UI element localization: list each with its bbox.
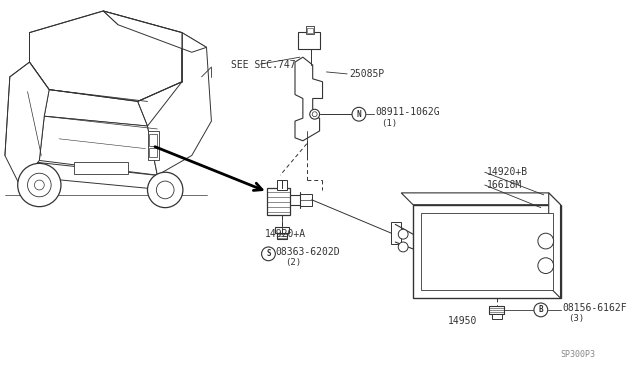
Text: 08156-6162F: 08156-6162F <box>563 303 627 313</box>
Bar <box>298 32 319 49</box>
Text: 14920+A: 14920+A <box>264 229 306 239</box>
Bar <box>150 148 157 157</box>
Text: 14950: 14950 <box>447 316 477 326</box>
Text: 14920+B: 14920+B <box>487 167 528 177</box>
Polygon shape <box>44 90 147 126</box>
Circle shape <box>18 163 61 207</box>
Text: (1): (1) <box>381 119 397 128</box>
Bar <box>492 314 502 319</box>
Circle shape <box>35 180 44 190</box>
Text: (3): (3) <box>568 314 584 323</box>
Bar <box>306 26 314 33</box>
Bar <box>421 212 552 290</box>
Bar <box>489 306 504 314</box>
Polygon shape <box>37 163 165 190</box>
Text: 16618M: 16618M <box>487 180 522 190</box>
Polygon shape <box>295 57 323 141</box>
Circle shape <box>538 233 554 249</box>
Bar <box>74 163 128 174</box>
Polygon shape <box>5 62 49 185</box>
Text: 25085P: 25085P <box>349 69 385 79</box>
Circle shape <box>398 229 408 239</box>
Bar <box>300 194 312 206</box>
Circle shape <box>312 112 317 117</box>
Bar <box>150 134 157 146</box>
Text: SP300P3: SP300P3 <box>561 350 595 359</box>
Bar <box>277 180 287 190</box>
Polygon shape <box>103 11 207 52</box>
Bar <box>275 227 289 233</box>
Circle shape <box>262 247 275 261</box>
Circle shape <box>28 173 51 197</box>
Polygon shape <box>413 205 561 298</box>
Polygon shape <box>39 116 157 175</box>
Circle shape <box>534 303 548 317</box>
Circle shape <box>352 108 366 121</box>
Bar <box>147 131 159 160</box>
Text: SEE SEC.747: SEE SEC.747 <box>231 60 296 70</box>
Polygon shape <box>401 193 561 205</box>
Circle shape <box>147 172 183 208</box>
Text: 08911-1062G: 08911-1062G <box>376 107 440 117</box>
Polygon shape <box>29 11 182 102</box>
Circle shape <box>398 242 408 252</box>
Text: (2): (2) <box>285 258 301 267</box>
Bar <box>277 233 287 239</box>
Circle shape <box>310 109 319 119</box>
Circle shape <box>156 181 174 199</box>
Circle shape <box>538 258 554 273</box>
Polygon shape <box>548 193 561 298</box>
Text: B: B <box>538 305 543 314</box>
Bar <box>392 222 401 244</box>
Bar <box>307 28 313 33</box>
Text: N: N <box>356 110 361 119</box>
Polygon shape <box>268 188 290 215</box>
Text: S: S <box>266 249 271 258</box>
Polygon shape <box>147 33 211 175</box>
Text: 08363-6202D: 08363-6202D <box>275 247 340 257</box>
